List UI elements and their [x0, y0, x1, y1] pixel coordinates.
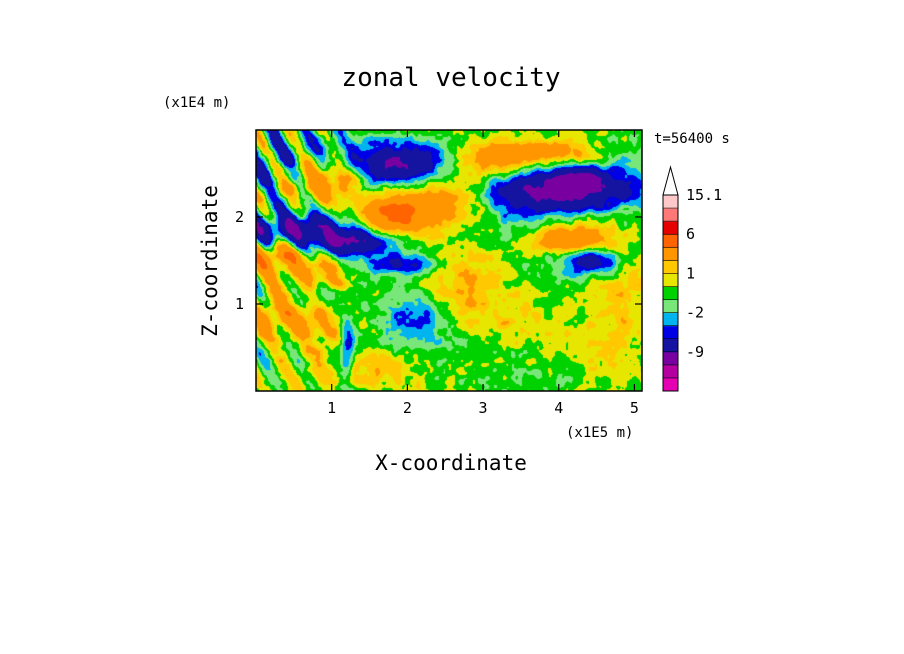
y-axis-label: Z-coordinate	[198, 185, 222, 337]
chart-title: zonal velocity	[341, 63, 560, 93]
colorbar-extend-arrow	[662, 165, 679, 196]
x-axis: 1 2 3 4 5	[327, 130, 639, 417]
velocity-field	[256, 130, 642, 391]
colorbar-tick-label: 6	[686, 225, 695, 243]
colorbar-segment	[663, 351, 678, 366]
colorbar-segment	[663, 299, 678, 314]
colorbar-segment	[663, 325, 678, 340]
plot-area	[255, 129, 643, 392]
colorbar-segment	[663, 377, 678, 392]
colorbar: -9 -2 1 6 15.1	[662, 165, 722, 392]
x-axis-label: X-coordinate	[375, 451, 527, 475]
colorbar-tick-label: -2	[686, 304, 704, 322]
colorbar-segment	[663, 312, 678, 327]
y-tick-label: 1	[235, 295, 244, 313]
x-unit-label: (x1E5 m)	[566, 425, 633, 441]
colorbar-segment	[663, 234, 678, 248]
colorbar-segment	[663, 364, 678, 379]
colorbar-tick-label: 15.1	[686, 186, 722, 204]
y-tick-label: 2	[235, 208, 244, 226]
colorbar-segment	[663, 247, 678, 261]
colorbar-segment	[663, 195, 678, 209]
plot-frame	[255, 129, 643, 392]
y-unit-label: (x1E4 m)	[163, 95, 230, 111]
colorbar-tick-label: -9	[686, 343, 704, 361]
colorbar-tick-label: 1	[686, 264, 695, 282]
colorbar-segment	[663, 338, 678, 353]
y-axis: 12	[235, 208, 642, 313]
colorbar-segment	[663, 260, 678, 274]
x-tick-label: 3	[479, 399, 488, 417]
colorbar-segment	[663, 286, 678, 301]
colorbar-segment	[663, 273, 678, 287]
x-tick-label: 1	[327, 399, 336, 417]
x-tick-label: 2	[403, 399, 412, 417]
x-tick-label: 5	[630, 399, 639, 417]
colorbar-segment	[663, 221, 678, 235]
x-tick-label: 4	[554, 399, 563, 417]
time-label: t=56400 s	[654, 131, 730, 147]
colorbar-segment	[663, 208, 678, 222]
colorbar-frame	[662, 194, 679, 392]
